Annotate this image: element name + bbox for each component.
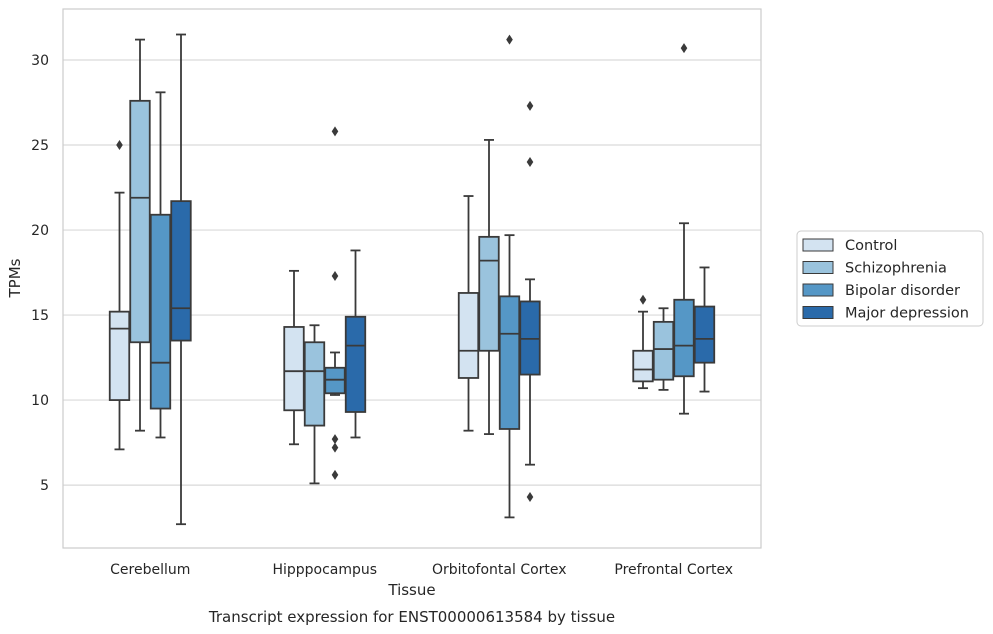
outlier-point [639, 294, 647, 305]
box-body [693, 305, 716, 364]
outlier-point [331, 126, 339, 137]
x-axis-ticks: Cerebellum Hipppocampus Orbitofontal Corte… [110, 562, 733, 578]
y-tick-label: 5 [40, 478, 49, 494]
box-schizophrenia [303, 324, 326, 485]
outlier-point [506, 34, 513, 45]
box-body [652, 320, 675, 381]
box-body [129, 99, 151, 344]
y-tick-label: 10 [31, 393, 49, 409]
outlier-point [331, 469, 339, 480]
outlier-point [680, 43, 688, 54]
x-axis-label: Tissue [387, 581, 435, 599]
box-schizophrenia [652, 307, 675, 391]
outlier-point [526, 491, 534, 502]
x-tick-label: Orbitofontal Cortex [432, 562, 567, 578]
legend-swatch [802, 306, 834, 319]
box-bipolar-disorder [324, 126, 346, 480]
box-schizophrenia [478, 139, 500, 435]
outlier-point [526, 157, 534, 168]
box-body [149, 213, 172, 410]
y-axis-label: TPMs [6, 258, 24, 298]
plot-area-frame [62, 8, 762, 549]
legend-label: Control [845, 238, 897, 254]
x-tick-label: Cerebellum [110, 562, 190, 578]
box-body [478, 235, 500, 352]
chart-caption: Transcript expression for ENST0000061358… [208, 608, 615, 626]
x-tick-label: Hipppocampus [272, 562, 377, 578]
y-tick-label: 15 [31, 308, 49, 324]
y-tick-label: 20 [31, 223, 49, 239]
box-major-depression [344, 249, 367, 439]
box-control [457, 195, 480, 432]
box-body [108, 310, 131, 401]
box-body [344, 315, 367, 413]
box-body [498, 295, 521, 430]
legend-label: Schizophrenia [845, 261, 947, 277]
outlier-point [331, 270, 339, 281]
box-bipolar-disorder [498, 34, 521, 519]
box-major-depression [693, 266, 716, 393]
legend-label: Bipolar disorder [845, 283, 960, 299]
legend: Control Schizophrenia Bipolar disorder Majo… [796, 230, 984, 327]
y-tick-label: 30 [31, 53, 49, 69]
box-control [632, 294, 654, 390]
box-control [283, 269, 305, 446]
box-body [283, 326, 305, 412]
box-bipolar-disorder [673, 43, 695, 415]
y-tick-label: 25 [31, 138, 49, 154]
x-tick-label: Prefrontal Cortex [614, 562, 733, 578]
outlier-point [116, 140, 123, 151]
legend-label: Major depression [845, 306, 969, 322]
box-body [673, 298, 695, 378]
legend-swatch [802, 283, 834, 297]
box-control [108, 140, 131, 451]
box-major-depression [170, 33, 192, 526]
outlier-point [331, 442, 339, 453]
legend-swatch [802, 261, 834, 274]
box-body [457, 292, 480, 379]
outlier-point [331, 434, 339, 445]
box-schizophrenia [129, 38, 151, 432]
box-body [632, 349, 654, 383]
legend-frame [796, 230, 984, 327]
box-body [170, 200, 192, 342]
box-bipolar-disorder [149, 91, 172, 439]
box-major-depression [519, 100, 541, 502]
outlier-point [526, 100, 534, 111]
y-axis-ticks: 5 10 15 20 25 30 [31, 53, 49, 494]
legend-swatch [802, 238, 834, 252]
boxes [108, 33, 716, 526]
box-body [303, 341, 326, 427]
